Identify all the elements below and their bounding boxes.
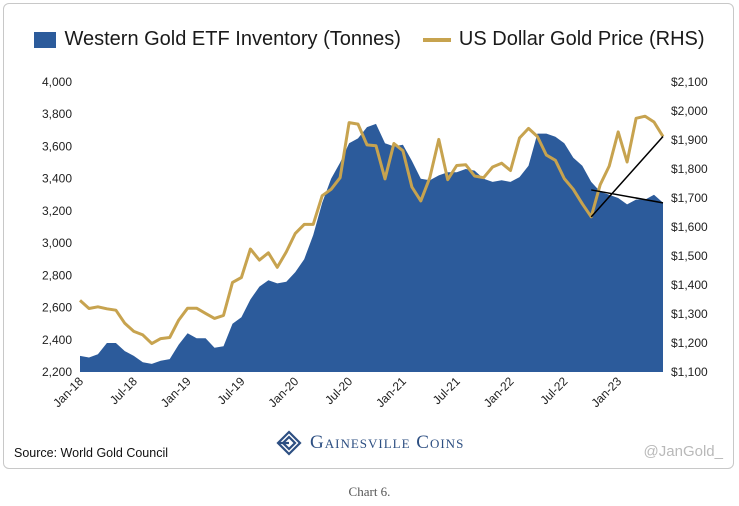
price-line	[78, 114, 665, 346]
left-tick-label: 3,000	[42, 236, 72, 250]
legend-label-price: US Dollar Gold Price (RHS)	[458, 28, 705, 50]
plot-layer	[78, 114, 665, 373]
right-tick-label: $1,800	[671, 162, 708, 176]
brand-logo: Gainesville Coins	[276, 430, 464, 456]
right-tick-label: $1,400	[671, 278, 708, 292]
right-tick-label: $1,900	[671, 133, 708, 147]
x-tick-label: Jul-19	[215, 374, 248, 407]
x-tick-label: Jan-18	[50, 374, 86, 410]
left-tick-label: 2,200	[42, 365, 72, 379]
right-tick-label: $1,200	[671, 336, 708, 350]
right-tick-label: $1,100	[671, 365, 708, 379]
x-tick-label: Jul-22	[537, 374, 570, 407]
left-tick-label: 3,200	[42, 204, 72, 218]
left-tick-label: 2,800	[42, 268, 72, 282]
brand-name: Gainesville Coins	[310, 432, 465, 453]
figure-caption: Chart 6.	[348, 484, 391, 499]
right-tick-label: $1,600	[671, 220, 708, 234]
left-tick-label: 3,400	[42, 172, 72, 186]
right-tick-label: $1,500	[671, 249, 708, 263]
right-tick-label: $1,300	[671, 307, 708, 321]
x-tick-label: Jan-19	[158, 374, 194, 410]
right-tick-label: $2,000	[671, 104, 708, 118]
legend-swatch-inventory	[34, 31, 57, 48]
source-note: Source: World Gold Council	[14, 446, 169, 460]
x-axis-ticks: Jan-18 Jul-18 Jan-19 Jul-19 Jan-20 Jul-20 Jan-…	[50, 374, 624, 410]
inventory-area	[80, 123, 663, 373]
legend-swatch-price	[422, 37, 451, 42]
left-tick-label: 2,400	[42, 333, 72, 347]
x-tick-label: Jul-18	[107, 374, 140, 407]
left-tick-label: 3,600	[42, 139, 72, 153]
x-tick-label: Jan-20	[266, 374, 302, 410]
left-axis-ticks: 2,200 2,400 2,600 2,800 3,000 3,200 3,400 3,600…	[42, 75, 72, 379]
brand-emblem-icon	[276, 430, 302, 456]
x-tick-label: Jan-21	[373, 374, 409, 410]
right-tick-label: $2,100	[671, 75, 708, 89]
legend-label-inventory: Western Gold ETF Inventory (Tonnes)	[64, 28, 401, 50]
legend-item-inventory: Western Gold ETF Inventory (Tonnes)	[34, 28, 401, 51]
legend-item-price: US Dollar Gold Price (RHS)	[422, 28, 705, 51]
x-tick-label: Jan-23	[588, 374, 624, 410]
x-tick-label: Jul-20	[322, 374, 355, 407]
chart-legend: Western Gold ETF Inventory (Tonnes) US D…	[0, 28, 739, 51]
trendline-2	[590, 136, 664, 218]
left-tick-label: 4,000	[42, 75, 72, 89]
left-tick-label: 2,600	[42, 301, 72, 315]
watermark-handle: @JanGold_	[643, 443, 723, 460]
x-tick-label: Jan-22	[481, 374, 517, 410]
right-axis-ticks: $1,100 $1,200 $1,300 $1,400 $1,500 $1,600 $1,7…	[671, 75, 708, 379]
x-tick-label: Jul-21	[430, 374, 463, 407]
left-tick-label: 3,800	[42, 107, 72, 121]
trendline-1	[591, 189, 664, 204]
right-tick-label: $1,700	[671, 191, 708, 205]
